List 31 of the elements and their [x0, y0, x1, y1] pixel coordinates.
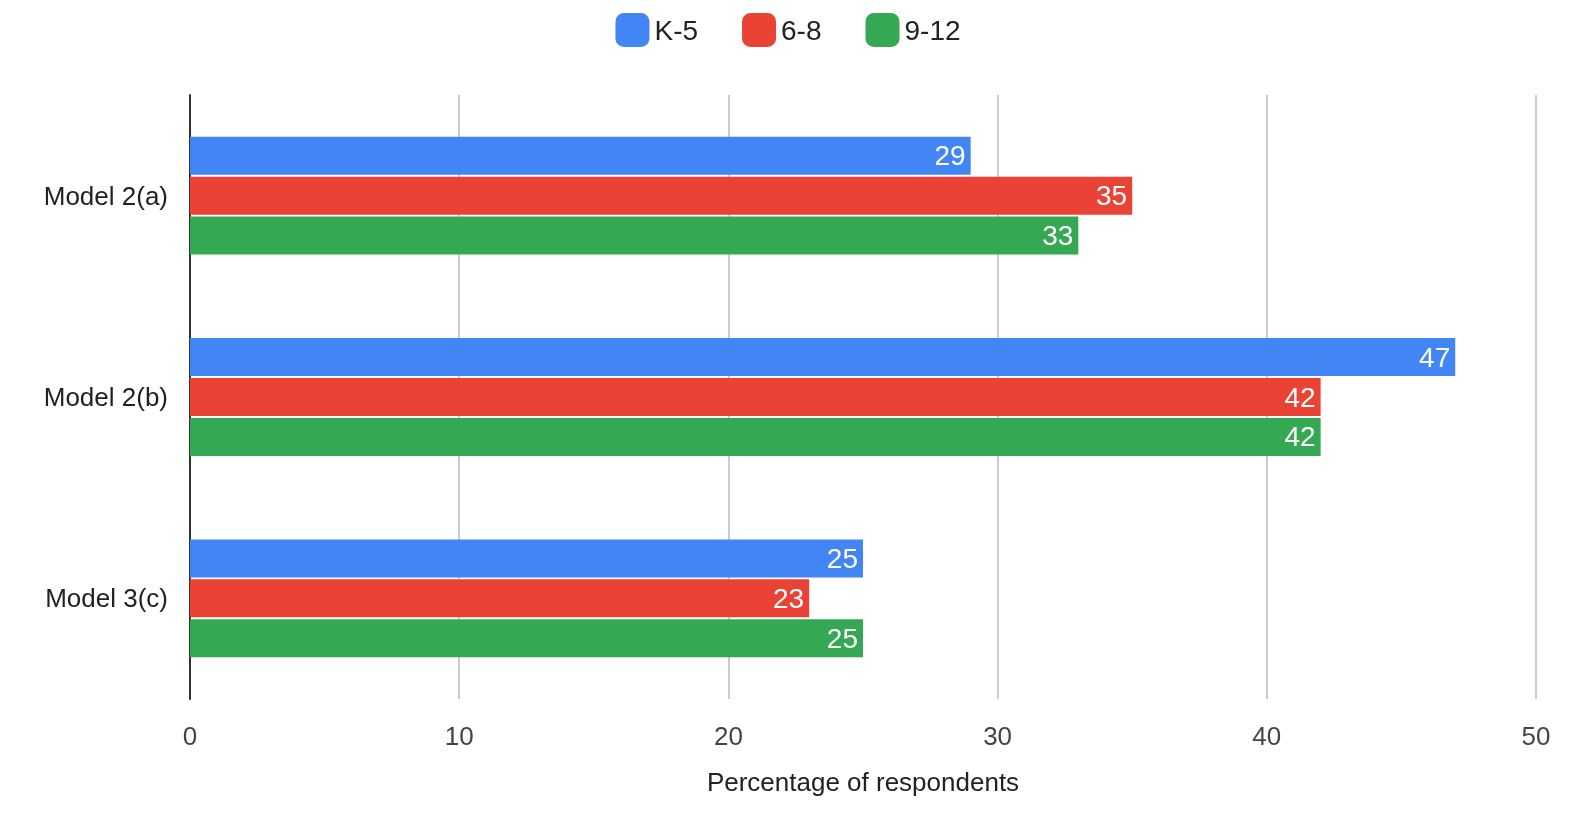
data-label: 25 [826, 622, 858, 654]
bar [190, 619, 863, 658]
bar [190, 176, 1133, 215]
data-label: 33 [1042, 220, 1074, 252]
bar [190, 338, 1456, 377]
bar [190, 136, 971, 175]
bar [190, 378, 1321, 416]
bar [190, 216, 1079, 255]
data-label: 47 [1419, 341, 1451, 373]
x-tick-label: 30 [983, 721, 1013, 751]
data-label: 25 [826, 542, 858, 574]
legend-label: K-5 [654, 14, 699, 46]
x-tick-label: 10 [444, 721, 474, 751]
legend-label: 6-8 [781, 14, 822, 46]
y-tick-label: Model 2(a) [43, 180, 168, 211]
legend-label: 9-12 [904, 14, 961, 46]
bar [190, 539, 863, 578]
y-tick-label: Model 3(c) [45, 583, 168, 614]
bar [190, 417, 1321, 456]
data-label: 23 [773, 582, 805, 614]
y-tick-label: Model 2(b) [43, 382, 168, 412]
data-label: 35 [1096, 180, 1128, 212]
x-tick-label: 0 [182, 721, 198, 751]
x-axis-title: Percentage of respondents [706, 767, 1020, 797]
bar [190, 579, 810, 618]
x-tick-label: 50 [1521, 721, 1551, 751]
data-label: 29 [934, 140, 966, 172]
x-tick-label: 20 [713, 721, 743, 751]
data-label: 42 [1284, 421, 1316, 453]
x-tick-label: 40 [1252, 721, 1282, 751]
data-label: 42 [1284, 381, 1316, 413]
